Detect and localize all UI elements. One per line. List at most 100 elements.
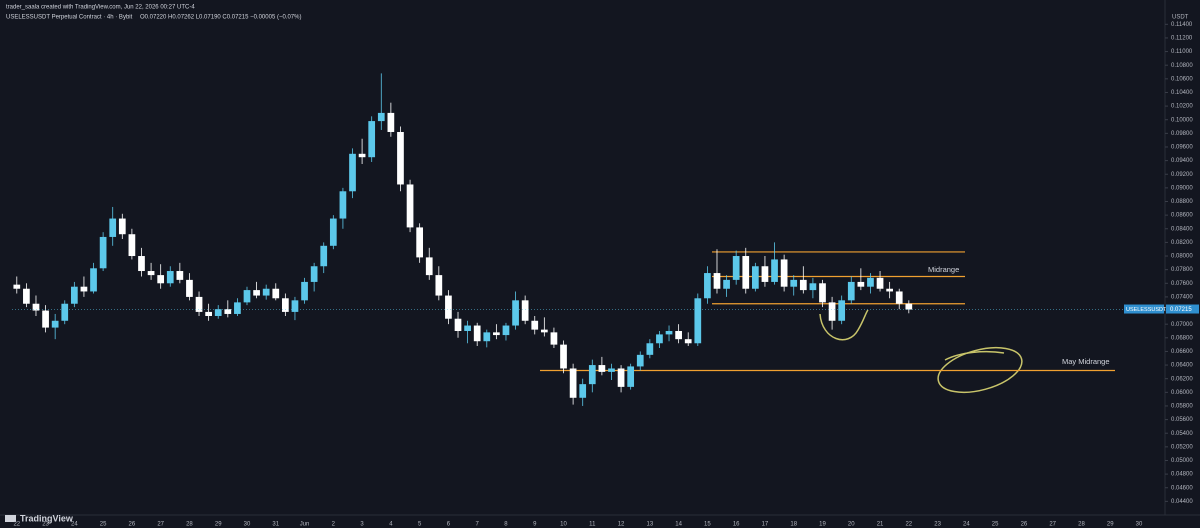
candle-body	[531, 320, 539, 330]
x-tick-label: 30	[1136, 522, 1143, 528]
y-tick-label: 0.04400	[1171, 499, 1193, 505]
hand-drawn-stroke	[944, 350, 1005, 361]
candles	[13, 73, 913, 406]
x-tick-label: 29	[215, 522, 222, 528]
candle-body	[282, 298, 289, 312]
y-axis-label: USDT	[1172, 15, 1189, 21]
y-tick-label: 0.10200	[1171, 104, 1193, 110]
candle-body	[349, 153, 356, 192]
candle-body	[704, 273, 711, 299]
candle-body	[61, 303, 69, 321]
candle-body	[262, 288, 270, 296]
candle-body	[799, 279, 807, 291]
candle-body	[406, 184, 414, 228]
candle-body	[128, 234, 136, 257]
y-tick-label: 0.10600	[1171, 76, 1193, 82]
candle-body	[416, 227, 424, 258]
x-tick-label: 5	[418, 522, 422, 528]
candle-body	[828, 302, 836, 321]
candle-body	[13, 284, 21, 289]
candle-body	[627, 366, 635, 387]
candle-body	[445, 295, 452, 319]
y-tick-label: 0.08000	[1171, 254, 1193, 260]
candle-body	[771, 259, 778, 282]
candle-body	[809, 283, 817, 291]
candle-body	[109, 218, 117, 237]
candle-body	[723, 279, 730, 289]
candle-body	[493, 332, 500, 336]
candle-body	[253, 290, 260, 296]
candle-body	[224, 309, 232, 314]
candle-body	[435, 275, 443, 296]
brand: TradingView	[20, 513, 74, 523]
candle-body	[751, 266, 759, 289]
candle-body	[819, 283, 826, 303]
y-tick-label: 0.09400	[1171, 158, 1193, 164]
y-tick-label: 0.04600	[1171, 485, 1193, 491]
candle-body	[272, 288, 280, 299]
y-tick-label: 0.06200	[1171, 376, 1193, 382]
x-tick-label: 24	[963, 522, 970, 528]
candle-body	[329, 218, 337, 246]
candle-body	[70, 286, 78, 304]
x-tick-label: 17	[762, 522, 769, 528]
x-tick-label: 16	[733, 522, 740, 528]
ohlc-legend: O0.07220 H0.07262 L0.07190 C0.07215 −0.0…	[140, 15, 301, 21]
x-tick-label: 8	[504, 522, 508, 528]
candle-body	[118, 218, 126, 235]
level-label: May Midrange	[1062, 357, 1110, 366]
candle-body	[656, 334, 663, 344]
x-tick-label: 10	[560, 522, 567, 528]
candle-body	[339, 191, 347, 219]
x-tick-label: 14	[675, 522, 682, 528]
candle-body	[147, 271, 155, 276]
symbol-tag: USELESSUSDT.P	[1126, 307, 1171, 313]
candle-body	[742, 256, 750, 289]
candle-body	[425, 257, 433, 276]
y-tick-label: 0.09200	[1171, 172, 1193, 178]
candle-body	[588, 365, 596, 385]
y-tick-label: 0.05800	[1171, 404, 1193, 410]
candle-body	[780, 259, 788, 287]
candle-body	[847, 281, 855, 301]
candle-body	[512, 300, 519, 326]
x-tick-label: 6	[447, 522, 451, 528]
symbol-tag-bg	[1124, 304, 1164, 314]
x-tick-label: 26	[129, 522, 136, 528]
x-tick-label: 20	[848, 522, 855, 528]
candle-body	[608, 368, 615, 372]
x-tick-label: 19	[819, 522, 826, 528]
candle-body	[243, 290, 251, 303]
y-tick-label: 0.07000	[1171, 322, 1193, 328]
candle-body	[51, 320, 59, 328]
x-tick-label: 31	[272, 522, 279, 528]
candle-body	[473, 325, 481, 342]
y-tick-label: 0.04800	[1171, 472, 1193, 478]
x-tick-label: 18	[790, 522, 797, 528]
candle-body	[368, 121, 376, 158]
y-tick-label: 0.05200	[1171, 444, 1193, 450]
candle-body	[464, 325, 471, 331]
y-tick-label: 0.09800	[1171, 131, 1193, 137]
candle-body	[560, 344, 567, 369]
y-tick-label: 0.07400	[1171, 294, 1193, 300]
candle-body	[377, 112, 385, 122]
candle-body	[857, 281, 865, 287]
candle-body	[32, 303, 40, 311]
candle-body	[895, 291, 903, 304]
x-tick-label: 30	[244, 522, 251, 528]
candle-body	[99, 236, 107, 269]
candle-body	[598, 365, 606, 372]
candle-body	[195, 296, 203, 312]
logo-icon	[5, 515, 16, 522]
candle-body	[358, 153, 366, 158]
candle-body	[838, 300, 846, 321]
y-tick-label: 0.06400	[1171, 363, 1193, 369]
candle-body	[23, 288, 30, 304]
candle-body	[713, 273, 721, 289]
x-tick-label: 22	[905, 522, 912, 528]
y-tick-label: 0.09000	[1171, 185, 1193, 191]
x-tick-label: 21	[877, 522, 884, 528]
